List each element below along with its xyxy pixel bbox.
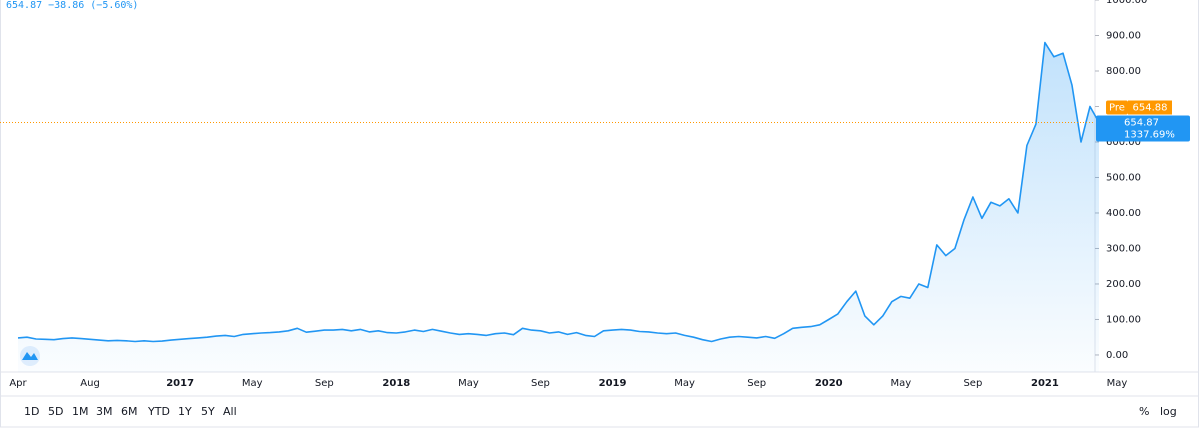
pre-price: 654.88	[1133, 103, 1168, 114]
pre-tag: Pre	[1109, 103, 1125, 114]
x-tick-label: 2021	[1031, 378, 1059, 389]
last-price-bg	[1096, 115, 1190, 142]
header-quote: 654.87 −38.86 (−5.60%)	[6, 0, 138, 11]
y-tick-label: 300.00	[1106, 243, 1141, 254]
x-tick-label: 2018	[382, 378, 410, 389]
scale-toggle[interactable]: %	[1139, 405, 1149, 418]
last-price: 654.87	[1124, 118, 1159, 129]
range-button[interactable]: All	[223, 405, 237, 418]
x-tick-label: 2019	[599, 378, 627, 389]
x-tick-label: May	[890, 378, 911, 389]
y-tick-label: 600.00	[1106, 137, 1141, 148]
price-line	[17, 41, 1100, 343]
range-button[interactable]: YTD	[147, 405, 170, 418]
x-tick-label: Aug	[80, 378, 100, 389]
scale-toggle[interactable]: log	[1160, 405, 1177, 418]
y-tick-label: 900.00	[1106, 30, 1141, 41]
range-button[interactable]: 5D	[48, 405, 63, 418]
x-tick-label: Sep	[963, 378, 982, 389]
y-tick-label: 400.00	[1106, 208, 1141, 219]
change-pct: 1337.69%	[1124, 130, 1175, 141]
y-tick-label: 500.00	[1106, 172, 1141, 183]
x-tick-label: May	[1107, 378, 1128, 389]
range-button[interactable]: 1M	[72, 405, 89, 418]
x-tick-label: May	[242, 378, 263, 389]
x-tick-label: 2020	[815, 378, 843, 389]
y-tick-label: 1000.00	[1106, 0, 1147, 6]
frame	[0, 0, 1199, 428]
y-tick-label: 800.00	[1106, 66, 1141, 77]
range-button[interactable]: 3M	[96, 405, 113, 418]
x-tick-label: Sep	[747, 378, 766, 389]
y-tick-label: 0.00	[1106, 350, 1128, 361]
y-tick-label: 100.00	[1106, 314, 1141, 325]
x-tick-label: Apr	[9, 378, 27, 389]
x-tick-label: May	[674, 378, 695, 389]
area-fill	[18, 42, 1099, 372]
y-tick-label: 200.00	[1106, 279, 1141, 290]
range-button[interactable]: 6M	[121, 405, 138, 418]
range-button[interactable]: 1Y	[178, 405, 192, 418]
pre-tag-bg	[1106, 100, 1128, 115]
range-button[interactable]: 5Y	[201, 405, 215, 418]
range-button[interactable]: 1D	[24, 405, 39, 418]
x-tick-label: May	[458, 378, 479, 389]
x-tick-label: Sep	[531, 378, 550, 389]
pre-price-bg	[1128, 100, 1172, 115]
x-tick-label: Sep	[315, 378, 334, 389]
x-tick-label: 2017	[166, 378, 194, 389]
